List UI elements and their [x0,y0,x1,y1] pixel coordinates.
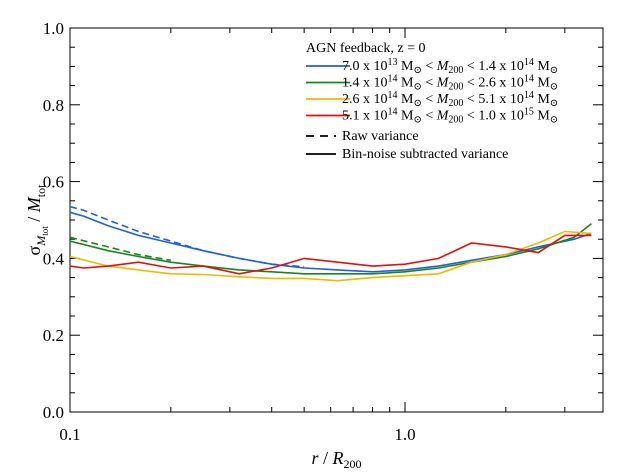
legend-style-label-solid: Bin-noise subtracted variance [342,147,508,162]
legend-style-label-dashed: Raw variance [342,129,419,144]
y-tick-label: 1.0 [43,19,64,38]
series-layer [69,205,592,282]
legend-label-1: 7.0 x 1013 M⊙ < M200 < 1.4 x 1014 M⊙ [342,57,558,76]
legend-label-2: 1.4 x 1014 M⊙ < M200 < 2.6 x 1014 M⊙ [342,74,558,93]
legend-label-4: 5.1 x 1014 M⊙ < M200 < 1.0 x 1015 M⊙ [342,107,558,126]
x-axis-label: r / R200 [311,448,361,471]
series-3-line [69,230,592,282]
x-tick-label: 1.0 [394,425,415,444]
legend-title: AGN feedback, z = 0 [306,41,425,56]
y-tick-label: 0.2 [43,326,64,345]
y-tick-label: 0.8 [43,96,64,115]
axis-labels: r / R200 σMtot / Mtot [24,184,362,471]
y-axis-label: σMtot / Mtot [24,184,50,256]
x-tick-label: 0.1 [59,425,80,444]
y-tick-label: 0.4 [43,249,65,268]
series-4-line [69,234,592,275]
series-2-line [69,223,592,275]
legend-label-3: 2.6 x 1014 M⊙ < M200 < 5.1 x 1014 M⊙ [342,90,558,109]
y-tick-label: 0.6 [43,173,64,192]
y-tick-label: 0.0 [43,403,64,422]
legend: AGN feedback, z = 07.0 x 1013 M⊙ < M200 … [306,41,558,162]
